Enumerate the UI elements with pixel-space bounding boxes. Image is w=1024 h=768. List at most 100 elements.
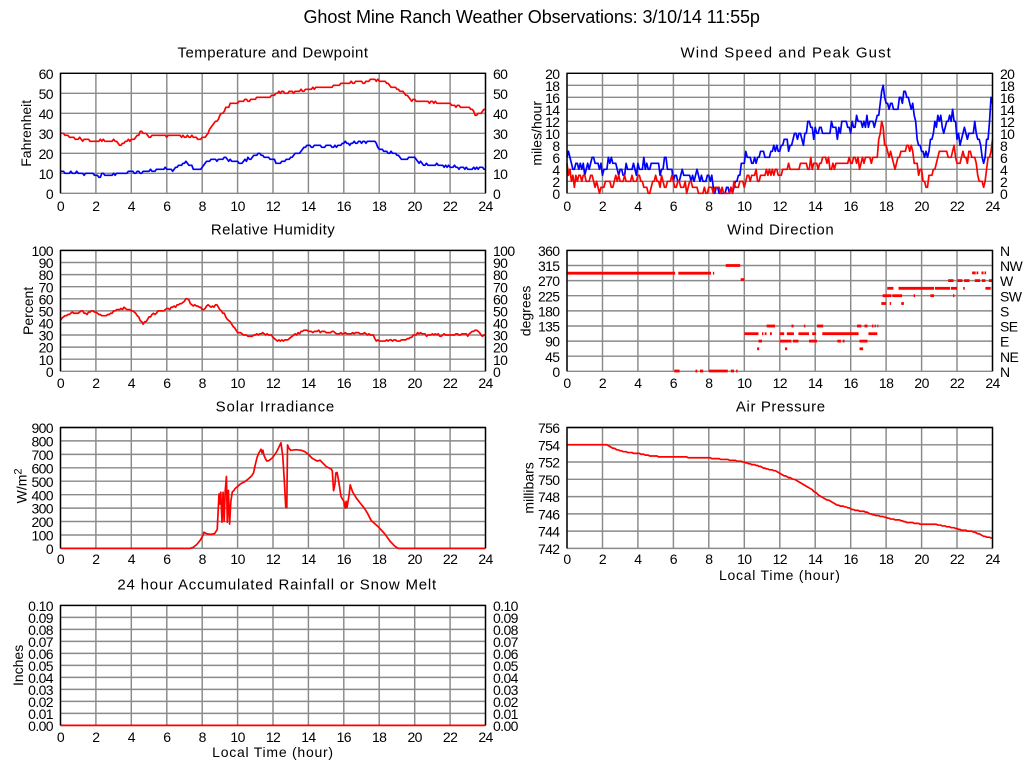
svg-text:16: 16 xyxy=(337,198,352,214)
svg-text:20: 20 xyxy=(493,146,508,162)
svg-text:10: 10 xyxy=(737,551,752,567)
svg-text:30: 30 xyxy=(493,126,508,142)
svg-text:18: 18 xyxy=(879,198,894,214)
svg-text:6: 6 xyxy=(670,375,678,391)
svg-text:2: 2 xyxy=(92,375,100,391)
svg-text:20: 20 xyxy=(39,340,54,356)
svg-text:22: 22 xyxy=(443,729,458,745)
svg-text:754: 754 xyxy=(538,437,560,453)
svg-text:14: 14 xyxy=(808,375,823,391)
svg-text:8: 8 xyxy=(199,198,207,214)
svg-text:30: 30 xyxy=(39,328,54,344)
svg-text:14: 14 xyxy=(545,102,560,118)
svg-text:18: 18 xyxy=(372,729,387,745)
svg-text:8: 8 xyxy=(705,551,713,567)
svg-text:10: 10 xyxy=(39,352,54,368)
svg-text:6: 6 xyxy=(163,729,171,745)
svg-text:Relative Humidity: Relative Humidity xyxy=(211,221,335,238)
svg-text:0.08: 0.08 xyxy=(493,622,519,638)
svg-text:N: N xyxy=(1000,364,1010,380)
svg-text:16: 16 xyxy=(337,729,352,745)
svg-text:Temperature and Dewpoint: Temperature and Dewpoint xyxy=(178,44,369,61)
svg-text:0.04: 0.04 xyxy=(493,670,519,686)
svg-text:50: 50 xyxy=(493,86,508,102)
svg-text:12: 12 xyxy=(773,198,788,214)
svg-text:20: 20 xyxy=(914,375,929,391)
svg-text:80: 80 xyxy=(493,267,508,283)
svg-text:750: 750 xyxy=(538,472,560,488)
svg-text:6: 6 xyxy=(552,150,560,166)
svg-text:748: 748 xyxy=(538,489,560,505)
svg-text:2: 2 xyxy=(92,729,100,745)
svg-text:270: 270 xyxy=(538,273,560,289)
svg-text:200: 200 xyxy=(31,514,53,530)
svg-text:10: 10 xyxy=(230,729,245,745)
svg-text:10: 10 xyxy=(230,198,245,214)
svg-text:24: 24 xyxy=(478,375,493,391)
svg-text:22: 22 xyxy=(443,198,458,214)
svg-text:2: 2 xyxy=(92,198,100,214)
svg-text:16: 16 xyxy=(337,375,352,391)
svg-text:14: 14 xyxy=(301,198,316,214)
svg-text:10: 10 xyxy=(39,166,54,182)
svg-text:14: 14 xyxy=(301,729,316,745)
svg-text:100: 100 xyxy=(31,528,53,544)
svg-text:10: 10 xyxy=(493,166,508,182)
svg-text:22: 22 xyxy=(950,198,965,214)
svg-text:135: 135 xyxy=(538,319,560,335)
svg-text:20: 20 xyxy=(408,198,423,214)
svg-text:2: 2 xyxy=(599,551,607,567)
svg-text:0: 0 xyxy=(46,186,54,202)
svg-text:4: 4 xyxy=(634,375,642,391)
svg-text:0.07: 0.07 xyxy=(28,634,54,650)
svg-text:24: 24 xyxy=(985,551,1000,567)
svg-text:10: 10 xyxy=(230,375,245,391)
svg-text:90: 90 xyxy=(545,334,560,350)
svg-text:16: 16 xyxy=(844,375,859,391)
svg-text:4: 4 xyxy=(552,162,560,178)
svg-text:8: 8 xyxy=(199,375,207,391)
svg-text:14: 14 xyxy=(808,198,823,214)
svg-text:Air Pressure: Air Pressure xyxy=(736,399,826,416)
svg-text:Local Time (hour): Local Time (hour) xyxy=(212,744,334,760)
svg-text:90: 90 xyxy=(493,255,508,271)
svg-text:0.02: 0.02 xyxy=(493,694,519,710)
svg-text:4: 4 xyxy=(634,551,642,567)
svg-text:Ghost Mine Ranch Weather Obser: Ghost Mine Ranch Weather Observations: 3… xyxy=(304,7,760,27)
svg-text:45: 45 xyxy=(545,349,560,365)
svg-text:0: 0 xyxy=(1000,186,1008,202)
svg-text:24: 24 xyxy=(985,375,1000,391)
svg-text:0.09: 0.09 xyxy=(493,610,519,626)
svg-text:40: 40 xyxy=(39,106,54,122)
svg-text:0: 0 xyxy=(57,375,65,391)
svg-text:10: 10 xyxy=(737,375,752,391)
svg-text:40: 40 xyxy=(493,316,508,332)
svg-text:0.00: 0.00 xyxy=(28,718,54,734)
svg-text:12: 12 xyxy=(266,729,281,745)
svg-text:16: 16 xyxy=(844,551,859,567)
svg-text:0: 0 xyxy=(552,364,560,380)
svg-text:40: 40 xyxy=(39,316,54,332)
svg-text:0: 0 xyxy=(563,551,571,567)
svg-text:0.10: 0.10 xyxy=(493,598,519,614)
svg-text:0: 0 xyxy=(563,198,571,214)
svg-text:400: 400 xyxy=(31,487,53,503)
svg-text:100: 100 xyxy=(31,243,53,259)
svg-text:12: 12 xyxy=(266,198,281,214)
svg-text:S: S xyxy=(1000,304,1009,320)
svg-text:22: 22 xyxy=(443,375,458,391)
svg-text:20: 20 xyxy=(408,551,423,567)
svg-text:Wind Direction: Wind Direction xyxy=(727,221,834,238)
svg-text:24 hour Accumulated Rainfall o: 24 hour Accumulated Rainfall or Snow Mel… xyxy=(117,576,437,593)
svg-text:0: 0 xyxy=(46,364,54,380)
svg-text:12: 12 xyxy=(1000,114,1015,130)
svg-text:70: 70 xyxy=(493,279,508,295)
svg-text:700: 700 xyxy=(31,447,53,463)
svg-text:100: 100 xyxy=(493,243,515,259)
svg-text:E: E xyxy=(1000,334,1009,350)
svg-text:20: 20 xyxy=(408,375,423,391)
svg-text:0: 0 xyxy=(46,541,54,557)
svg-text:10: 10 xyxy=(737,198,752,214)
svg-text:8: 8 xyxy=(552,138,560,154)
svg-text:0.10: 0.10 xyxy=(28,598,54,614)
